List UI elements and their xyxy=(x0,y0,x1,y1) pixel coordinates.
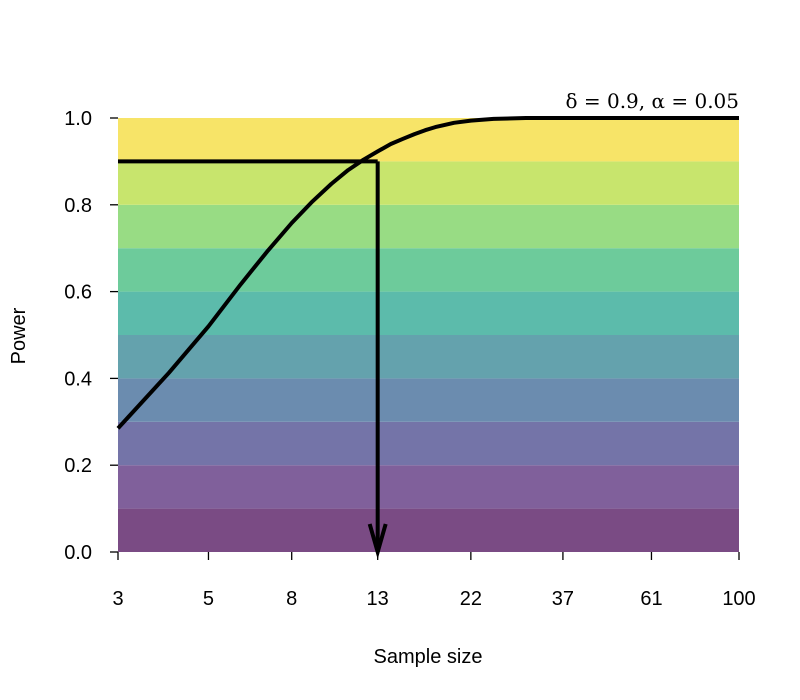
power-band xyxy=(118,335,739,379)
y-tick-label: 1.0 xyxy=(64,108,92,130)
annotation: δ = 0.9, α = 0.05 xyxy=(565,89,739,113)
y-tick-label: 0.8 xyxy=(64,195,92,217)
y-axis-title: Power xyxy=(8,307,30,364)
y-tick-label: 0.2 xyxy=(64,455,92,477)
power-band xyxy=(118,421,739,466)
x-tick-label: 37 xyxy=(552,588,574,610)
power-band xyxy=(118,378,739,422)
y-tick-label: 0.4 xyxy=(64,368,92,390)
y-tick-label: 0.6 xyxy=(64,282,92,304)
power-curve-layer xyxy=(116,116,739,430)
power-bands xyxy=(118,118,739,552)
power-band xyxy=(118,508,739,552)
power-band xyxy=(118,204,739,249)
power-band xyxy=(118,248,739,292)
x-axis-title: Sample size xyxy=(374,646,483,668)
x-tick-label: 5 xyxy=(203,588,214,610)
x-tick-label: 3 xyxy=(112,588,123,610)
x-tick-label: 13 xyxy=(367,588,389,610)
y-axis: 0.0 0.2 0.4 0.6 0.8 1.0 xyxy=(64,108,118,564)
x-tick-label: 100 xyxy=(722,588,755,610)
power-band xyxy=(118,291,739,335)
power-band xyxy=(118,161,739,205)
y-tick-label: 0.0 xyxy=(64,542,92,564)
sample-size-arrow-head xyxy=(367,523,388,560)
power-curve xyxy=(116,116,739,430)
x-tick-label: 8 xyxy=(286,588,297,610)
x-axis: 3 5 8 13 22 37 61 100 xyxy=(112,552,756,610)
target-layer xyxy=(118,159,388,560)
power-band xyxy=(118,465,739,509)
x-tick-label: 61 xyxy=(640,588,662,610)
power-band xyxy=(118,118,739,162)
x-tick-label: 22 xyxy=(460,588,482,610)
